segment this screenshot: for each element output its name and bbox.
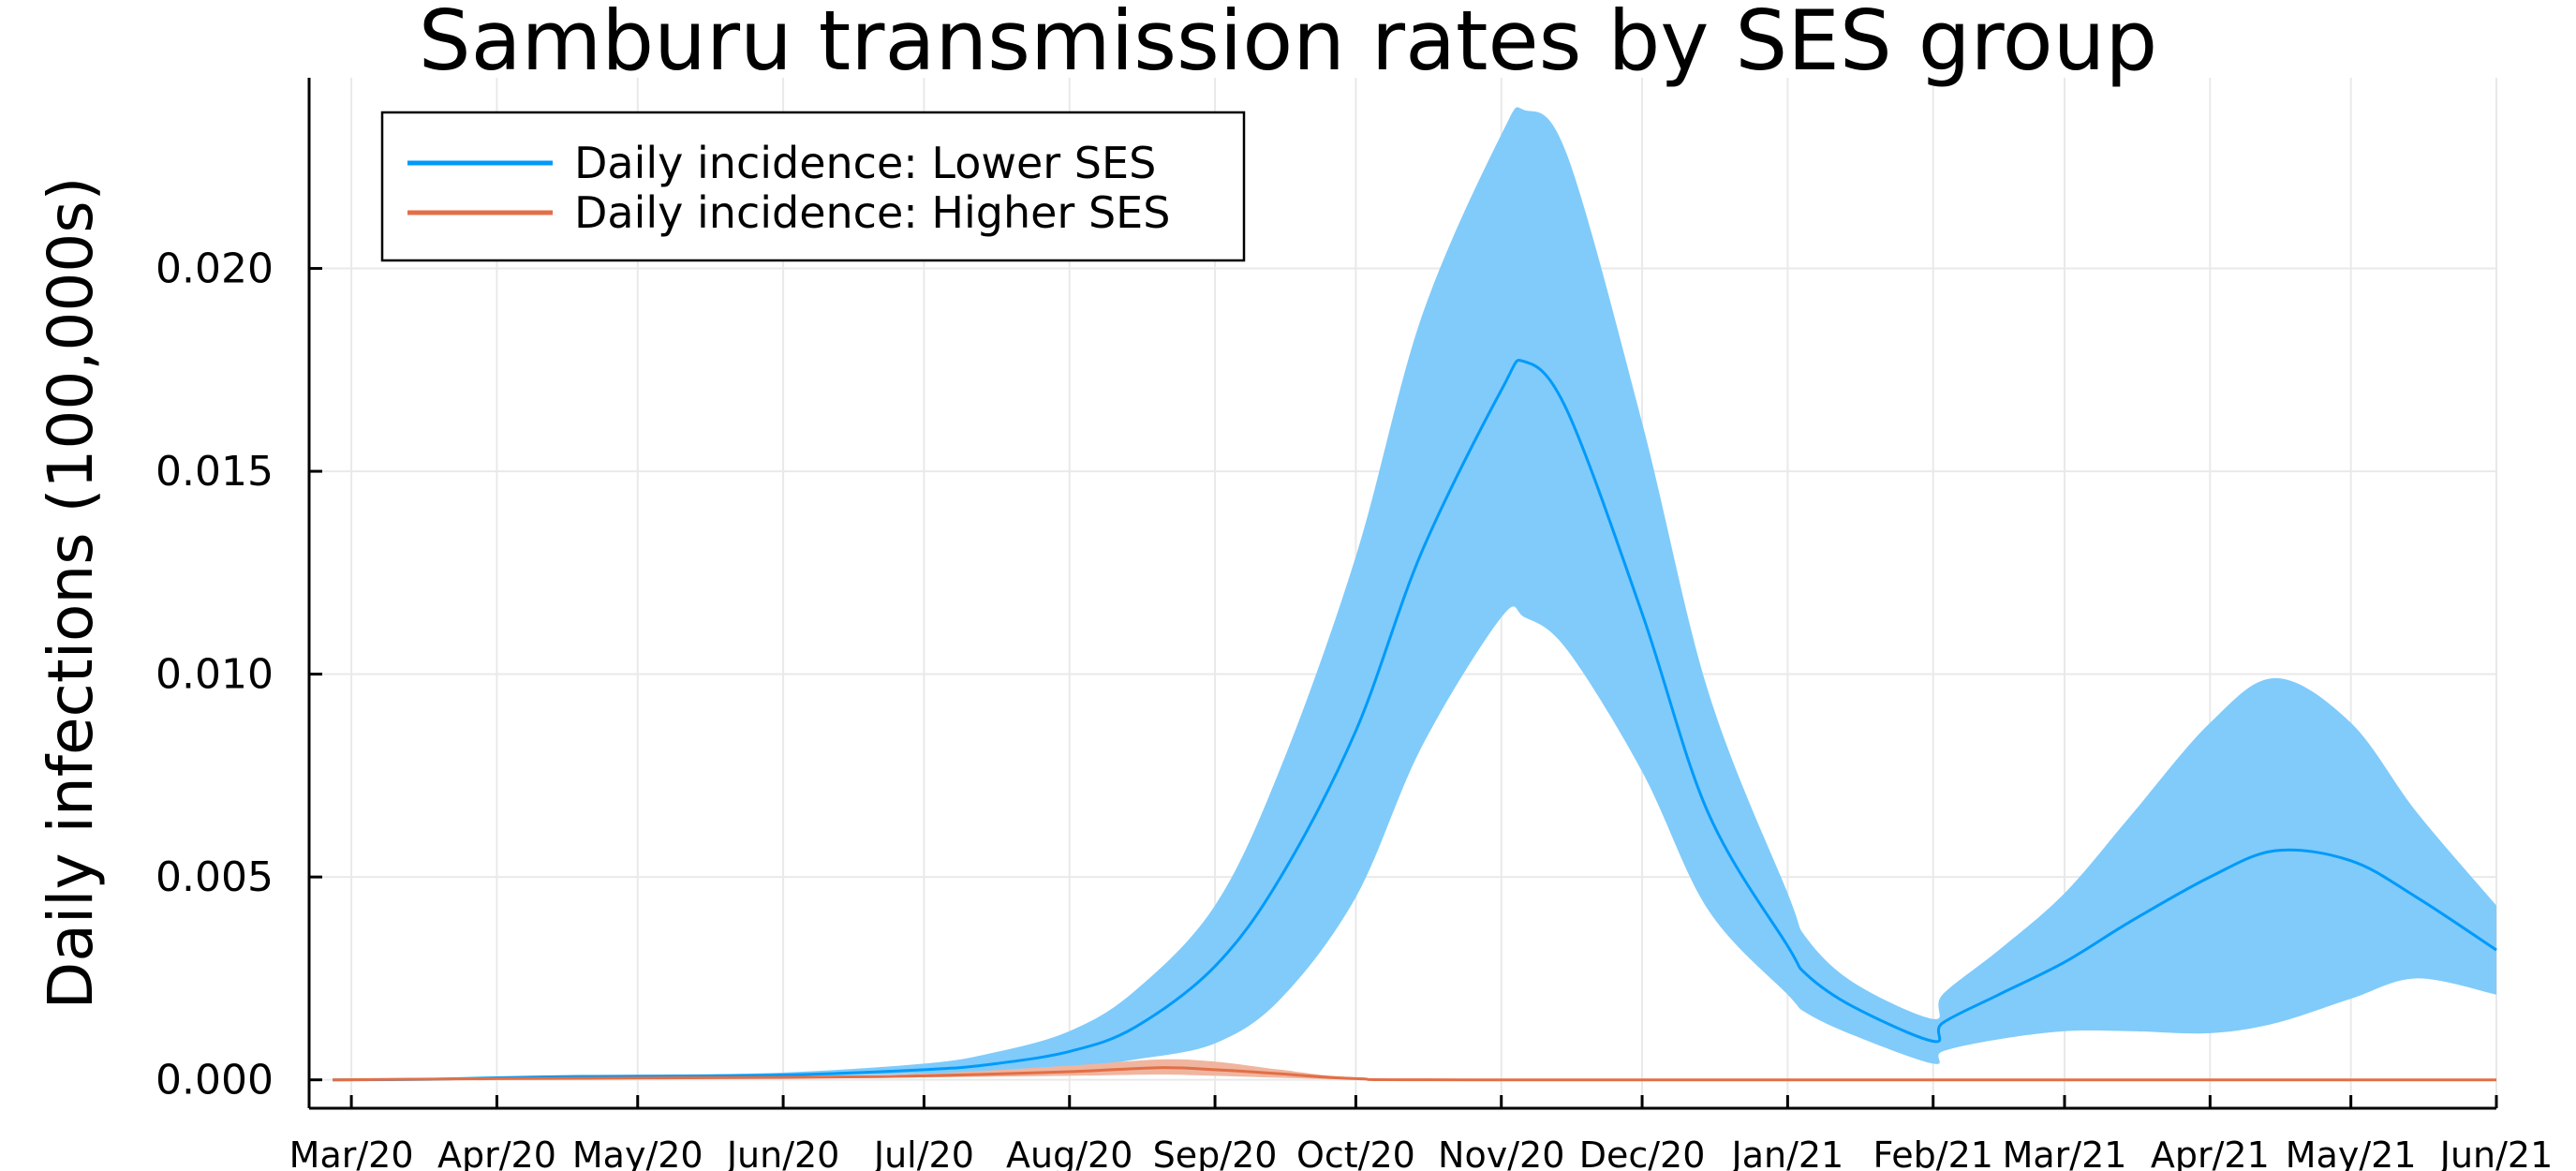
chart-title: Samburu transmission rates by SES group	[419, 0, 2158, 89]
x-tick-label: Jun/20	[725, 1134, 840, 1171]
x-tick-label: Dec/20	[1579, 1134, 1706, 1171]
band-layer	[333, 107, 2496, 1080]
x-tick-label: Feb/21	[1873, 1134, 1992, 1171]
series-band-1	[333, 107, 2496, 1080]
x-tick-label: Jan/21	[1730, 1134, 1844, 1171]
x-tick-label: Mar/20	[289, 1134, 414, 1171]
x-tick-label: Nov/20	[1438, 1134, 1564, 1171]
x-tick-label: Apr/20	[437, 1134, 556, 1171]
series-line-1	[333, 359, 2497, 1082]
legend-label-2: Daily incidence: Higher SES	[574, 187, 1170, 238]
series-line-2	[333, 1066, 2497, 1082]
y-tick-label: 0.020	[155, 245, 274, 293]
y-tick-label: 0.010	[155, 651, 274, 699]
x-tick-label: Sep/20	[1153, 1134, 1278, 1171]
y-tick-label: 0.015	[155, 448, 274, 496]
axis-layer: 0.000 0.005 0.010 0.015 0.020 Mar/20 Apr/20 May…	[155, 78, 2553, 1171]
y-tick-label: 0.000	[155, 1057, 274, 1104]
x-tick-label: Jun/21	[2438, 1134, 2554, 1171]
x-tick-label: May/21	[2286, 1134, 2417, 1171]
x-tick-label: May/20	[572, 1134, 703, 1171]
y-tick-label: 0.005	[155, 853, 274, 901]
legend-box	[380, 111, 1246, 262]
x-tick-label: Mar/21	[2003, 1134, 2127, 1171]
x-tick-label: Oct/20	[1296, 1134, 1415, 1171]
line-layer	[333, 359, 2497, 1082]
x-tick-label: Jul/20	[872, 1134, 974, 1171]
x-tick-label: Apr/21	[2151, 1134, 2270, 1171]
y-axis-label: Daily infections (100,000s)	[35, 177, 107, 1010]
legend-label-1: Daily incidence: Lower SES	[574, 138, 1156, 188]
x-tick-label: Aug/20	[1006, 1134, 1133, 1171]
